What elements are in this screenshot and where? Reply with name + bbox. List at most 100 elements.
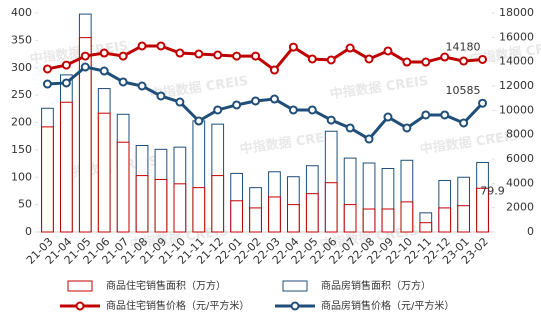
bar	[97, 112, 111, 233]
y2-tick-label: 10000	[499, 103, 534, 116]
legend-marker	[75, 301, 85, 311]
bar	[476, 187, 489, 233]
y-tick-label: 100	[11, 170, 32, 183]
y2-tick-label: 18000	[499, 6, 534, 19]
bar	[287, 204, 300, 233]
point	[118, 51, 128, 61]
point	[307, 105, 317, 115]
bar	[192, 187, 206, 233]
y2-tick-label: 12000	[499, 79, 534, 92]
y2-tick-label: 6000	[506, 152, 534, 165]
point	[232, 51, 242, 61]
y2-tick-label: 0	[527, 225, 534, 238]
data-label: 10585	[446, 84, 481, 97]
point	[402, 123, 412, 133]
bar	[362, 208, 376, 233]
point	[345, 123, 355, 133]
point	[118, 77, 128, 87]
point	[402, 57, 412, 67]
legend-label: 商品房销售价格（元/平方米）	[321, 299, 454, 312]
bar	[268, 196, 281, 233]
point	[42, 79, 52, 89]
bar	[230, 200, 243, 233]
point	[326, 55, 336, 65]
bar	[60, 101, 73, 233]
point	[440, 110, 450, 120]
y-tick-label: 200	[11, 116, 32, 129]
point	[175, 48, 185, 58]
y-tick-label: 350	[11, 33, 32, 46]
point	[478, 54, 488, 64]
point	[383, 112, 393, 122]
y2-tick-label: 2000	[506, 201, 534, 214]
point	[61, 60, 71, 70]
legend-label: 商品房销售面积（万方）	[321, 279, 431, 292]
bar	[211, 175, 225, 233]
point	[80, 62, 90, 72]
point	[288, 105, 298, 115]
bar	[400, 201, 414, 233]
bar	[116, 141, 130, 233]
point	[156, 91, 166, 101]
point	[383, 46, 393, 56]
point	[42, 64, 52, 74]
bar	[173, 183, 187, 233]
y2-tick-label: 8000	[506, 128, 534, 141]
bar	[419, 222, 433, 233]
point	[364, 54, 374, 64]
y2-tick-label: 4000	[506, 176, 534, 189]
point	[421, 110, 431, 120]
legend-swatch	[67, 280, 93, 292]
point	[421, 57, 431, 67]
point	[213, 50, 223, 60]
watermark: 中指数据 CREIS	[239, 128, 339, 158]
watermark: 中指数据 CREIS	[329, 73, 429, 103]
point	[251, 96, 261, 106]
y-tick-label: 0	[25, 225, 32, 238]
point	[269, 94, 279, 104]
y-tick-label: 400	[11, 6, 32, 19]
y-tick-label: 150	[11, 143, 32, 156]
point	[364, 134, 374, 144]
data-label: 14180	[446, 40, 481, 53]
point	[251, 51, 261, 61]
legend-label: 商品住宅销售面积（万方）	[106, 279, 226, 292]
point	[137, 81, 147, 91]
watermark: 中指数据 CREIS	[419, 128, 519, 158]
point	[307, 54, 317, 64]
y-tick-label: 250	[11, 88, 32, 101]
point	[99, 48, 109, 58]
legend-marker	[290, 301, 300, 311]
point	[80, 51, 90, 61]
bar	[78, 37, 92, 233]
point	[99, 66, 109, 76]
point	[478, 98, 488, 108]
point	[459, 118, 469, 128]
point	[194, 116, 204, 126]
bar	[438, 207, 452, 233]
y-tick-label: 300	[11, 61, 32, 74]
point	[269, 65, 279, 75]
point	[156, 41, 166, 51]
point	[345, 43, 355, 53]
bar	[324, 182, 338, 233]
y2-tick-label: 14000	[499, 55, 534, 68]
legend-label: 商品住宅销售价格（元/平方米）	[106, 299, 249, 312]
bar	[457, 205, 470, 233]
point	[232, 100, 242, 110]
point	[194, 49, 204, 59]
point	[137, 41, 147, 51]
point	[326, 115, 336, 125]
bar	[343, 204, 357, 233]
bar	[305, 193, 319, 233]
legend-swatch	[282, 280, 308, 292]
point	[175, 97, 185, 107]
point	[288, 42, 298, 52]
point	[61, 78, 71, 88]
y-tick-label: 50	[18, 198, 32, 211]
bar	[381, 208, 395, 233]
bar	[154, 178, 168, 233]
point	[440, 52, 450, 62]
data-label: 79.9	[480, 184, 505, 197]
